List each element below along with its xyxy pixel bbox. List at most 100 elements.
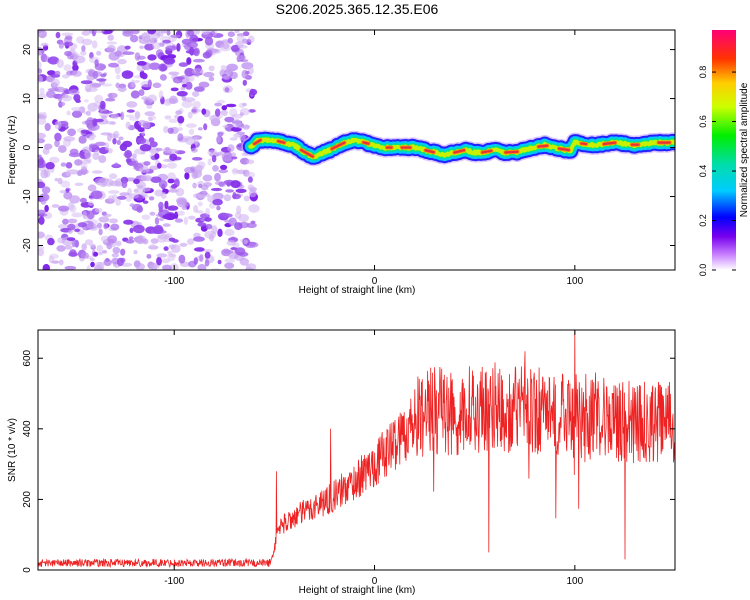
noise-speckle [224,258,236,263]
noise-speckle [150,238,159,244]
noise-speckle [222,85,233,94]
noise-speckle [61,32,74,37]
noise-speckle [221,213,233,218]
noise-speckle [163,125,169,134]
noise-speckle [140,151,146,155]
noise-speckle [64,50,72,57]
y-tick-label: -20 [22,238,33,253]
noise-speckle [71,110,83,118]
snr-ylabel: SNR (10 * v/v) [7,418,18,482]
noise-speckle [245,159,255,165]
noise-speckle [194,136,199,146]
noise-speckle [125,239,135,244]
noise-speckle [86,265,91,270]
noise-speckle [99,100,106,110]
noise-speckle [191,157,203,161]
noise-speckle [242,102,247,107]
noise-speckle [94,149,100,155]
noise-speckle [86,210,95,220]
noise-speckle [197,127,203,131]
noise-speckle [242,38,249,44]
noise-speckle [64,245,73,250]
y-tick-label: 600 [22,349,33,366]
noise-speckle [74,182,84,186]
noise-speckle [116,195,127,200]
noise-speckle [122,30,134,37]
colorbar: 0.0 0.2 0.4 0.6 0.8 Normalized spectral ampl… [698,30,750,276]
noise-speckle [226,240,236,246]
noise-speckle [137,127,145,133]
noise-speckle [69,195,81,204]
ridge-peak [580,142,588,146]
noise-speckle [117,58,127,65]
noise-speckle [165,45,177,51]
x-tick-label: 0 [372,276,378,287]
noise-speckle [142,120,151,129]
noise-speckle [248,204,260,213]
noise-speckle [120,248,126,256]
noise-speckle [38,209,46,215]
noise-speckle [174,218,183,223]
noise-speckle [38,248,45,257]
ridge-peak [299,148,314,158]
noise-speckle [169,153,178,161]
noise-speckle [193,257,198,265]
noise-speckle [141,72,148,80]
ridge-peak [277,140,286,144]
noise-speckle [124,45,131,50]
noise-speckle [63,136,76,142]
noise-speckle [116,139,121,145]
noise-speckle [231,113,243,119]
noise-speckle [130,30,140,35]
noise-speckle [202,51,211,59]
snr-line [38,330,675,568]
noise-speckle [66,237,76,242]
noise-speckle [106,41,118,45]
snr-y-axis: 0 200 400 600 [22,349,675,573]
noise-speckle [203,123,208,131]
noise-speckle [181,83,187,88]
noise-speckle [107,34,114,41]
noise-speckle [237,45,248,49]
noise-speckle [192,58,205,63]
noise-speckle [154,217,160,225]
noise-speckle [148,244,157,250]
noise-speckle [149,211,156,216]
noise-speckle [210,187,223,192]
noise-speckle [107,235,118,244]
noise-speckle [45,162,55,170]
noise-speckle [38,138,45,144]
noise-speckle [77,222,87,228]
noise-speckle [133,224,145,234]
noise-speckle [186,57,192,65]
colorbar-tick-label: 0.6 [698,115,708,128]
noise-speckle [152,41,161,50]
noise-speckle [110,121,116,125]
noise-speckle [142,200,149,204]
noise-speckle [167,178,175,184]
noise-speckle [96,50,102,56]
noise-speckle [159,74,167,81]
noise-speckle [115,240,122,247]
snr-xlabel: Height of straight line (km) [299,585,416,596]
noise-speckle [135,263,145,270]
noise-speckle [156,32,164,37]
ridge-peak [504,150,519,154]
noise-speckle [38,30,42,37]
noise-speckle [80,252,90,259]
noise-speckle [58,42,64,49]
noise-speckle [214,102,223,107]
noise-speckle [130,157,138,162]
y-tick-label: 200 [22,491,33,508]
noise-speckle [130,90,140,99]
noise-speckle [192,182,197,189]
noise-speckle [230,44,240,52]
noise-speckle [95,141,107,147]
noise-speckle [166,148,179,154]
spectrogram-frame [37,29,676,271]
spectral-ridge [241,130,675,167]
noise-speckle [139,45,144,49]
noise-speckle [100,132,113,136]
noise-speckle [147,94,157,103]
noise-speckle [204,249,213,253]
